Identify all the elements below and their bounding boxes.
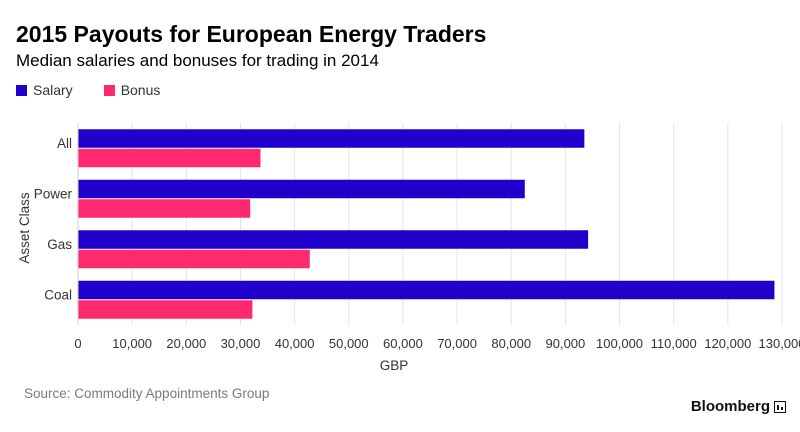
x-axis-title: GBP: [380, 358, 409, 373]
chart-title: 2015 Payouts for European Energy Traders: [16, 21, 487, 47]
bar-salary: [78, 230, 589, 249]
x-tick-label: 10,000: [112, 336, 152, 351]
brand-name: Bloomberg: [690, 398, 770, 415]
chart-legend: Salary Bonus: [16, 82, 191, 98]
x-tick-label: 30,000: [221, 336, 261, 351]
legend-label-salary: Salary: [33, 82, 73, 98]
legend-swatch-salary: [16, 84, 27, 96]
source-note: Source: Commodity Appointments Group: [24, 386, 270, 401]
chart-subtitle: Median salaries and bonuses for trading …: [16, 51, 379, 70]
y-tick-label: Gas: [47, 237, 72, 252]
legend-item-bonus: Bonus: [103, 82, 161, 98]
y-axis-title: Asset Class: [17, 192, 32, 264]
x-tick-label: 90,000: [546, 336, 586, 351]
x-tick-label: 70,000: [437, 336, 477, 351]
x-tick-label: 50,000: [329, 336, 369, 351]
legend-item-salary: Salary: [16, 82, 73, 98]
legend-label-bonus: Bonus: [120, 82, 161, 98]
y-tick-label: All: [57, 136, 72, 151]
x-tick-label: 100,000: [596, 336, 643, 351]
legend-swatch-bonus: [103, 84, 115, 96]
brand-logo: Bloomberg: [691, 398, 786, 415]
x-tick-label: 110,000: [651, 336, 697, 351]
y-tick-label: Coal: [44, 287, 72, 302]
bar-bonus: [78, 300, 253, 319]
x-tick-label: 40,000: [275, 336, 315, 351]
x-tick-label: 60,000: [383, 336, 423, 351]
y-tick-label: Power: [34, 186, 73, 201]
bar-salary: [78, 129, 585, 148]
bar-bonus: [78, 148, 261, 168]
bar-bonus: [78, 199, 251, 218]
x-tick-label: 0: [74, 336, 81, 351]
x-tick-label: 120,000: [704, 336, 751, 351]
bloomberg-chart-icon: [774, 400, 786, 413]
bar-salary: [78, 280, 775, 300]
x-tick-label: 130,000: [759, 336, 800, 351]
x-tick-label: 20,000: [166, 336, 206, 351]
x-tick-label: 80,000: [491, 336, 531, 351]
bar-salary: [78, 179, 525, 199]
bar-bonus: [78, 249, 310, 269]
